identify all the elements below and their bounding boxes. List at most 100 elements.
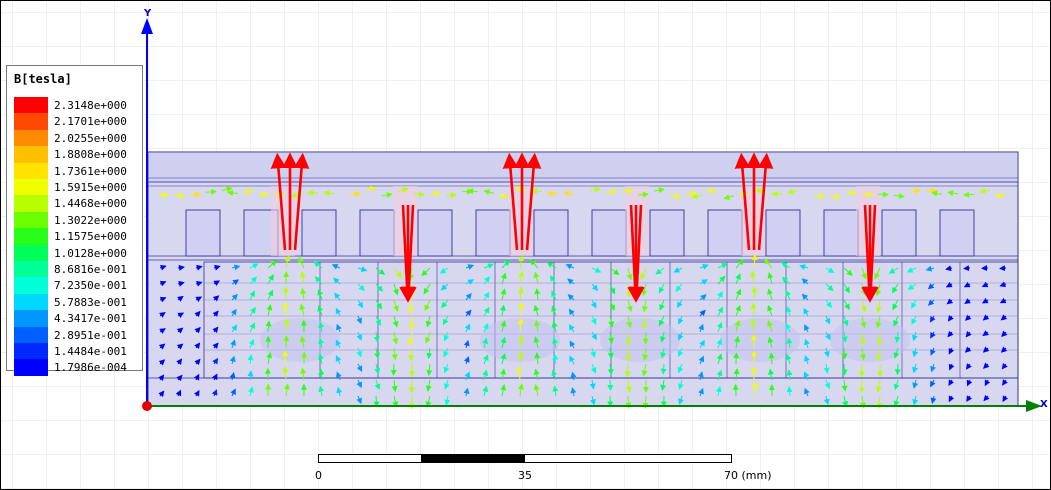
flux-vector: [482, 385, 489, 397]
flux-vector: [1001, 330, 1008, 337]
flux-vector: [607, 347, 614, 360]
flux-vector: [786, 306, 792, 317]
flux-vector: [677, 347, 684, 358]
flux-vector: [590, 395, 596, 406]
stator-slot: [475, 209, 511, 257]
flux-vector: [467, 188, 479, 195]
flux-vector: [518, 270, 525, 285]
flux-vector: [375, 267, 386, 275]
flux-vector: [717, 263, 728, 269]
flux-vector: [247, 370, 254, 381]
legend-entry: 1.4484e-001: [14, 343, 140, 360]
legend-entry: 1.7986e-004: [14, 359, 140, 376]
flux-vector: [861, 267, 867, 280]
flux-vector: [283, 318, 290, 333]
flux-vector: [443, 347, 449, 358]
flux-vector: [159, 328, 166, 334]
flux-vector: [194, 310, 201, 318]
flux-vector: [249, 276, 258, 285]
flux-vector: [227, 189, 239, 196]
flux-vector: [517, 335, 524, 349]
flux-vector: [641, 315, 648, 329]
flux-vector: [653, 187, 665, 194]
flux-vector: [393, 283, 399, 296]
flux-vector: [767, 288, 773, 301]
flux-vector: [231, 264, 241, 271]
flux-vector: [568, 324, 575, 333]
flux-vector: [803, 307, 810, 317]
flux-vector: [500, 320, 507, 333]
flux-vector: [764, 258, 773, 269]
flux-vector: [243, 188, 255, 195]
flux-vector: [874, 267, 881, 280]
flux-vector: [637, 191, 649, 198]
flux-vector: [568, 308, 575, 317]
flux-vector: [912, 331, 918, 342]
flux-vector: [966, 395, 973, 402]
flux-vector: [925, 265, 935, 272]
legend-swatch: [14, 326, 48, 343]
legend-value: 1.7986e-004: [54, 361, 127, 375]
flux-vector: [570, 371, 577, 381]
legend-value: 4.3417e-001: [54, 312, 127, 326]
legend-entry: 1.8808e+000: [14, 146, 140, 163]
flux-vector: [751, 381, 758, 397]
flux-vector: [964, 346, 972, 353]
flux-vector: [335, 355, 342, 365]
flux-vector: [1002, 379, 1008, 386]
flux-vector: [176, 343, 184, 350]
flux-vector: [930, 363, 936, 373]
flux-vector: [824, 315, 831, 325]
flux-vector: [266, 304, 273, 317]
legend-swatch: [14, 261, 48, 278]
flux-vector: [300, 367, 307, 381]
legend-entry: 1.3022e+000: [14, 211, 140, 229]
flux-vector: [212, 357, 219, 365]
flux-vector: [299, 335, 306, 349]
flux-vector: [336, 323, 342, 333]
flux-vector: [189, 191, 201, 198]
flux-vector: [425, 379, 432, 392]
flux-vector: [841, 379, 848, 392]
flux-vector: [591, 283, 599, 292]
flux-vector: [500, 288, 507, 301]
flux-vector: [912, 379, 919, 389]
legend-entry: 1.7361e+000: [14, 162, 140, 179]
flux-vector: [717, 306, 723, 317]
flux-vector: [608, 315, 615, 328]
flux-vector: [439, 267, 449, 274]
flux-vector: [313, 261, 323, 269]
legend-swatch: [14, 343, 48, 360]
flux-vector: [229, 371, 236, 381]
flux-vector: [424, 299, 431, 312]
flux-vector: [159, 264, 167, 271]
flux-vector: [751, 254, 758, 269]
scale-bar-label-35: 35: [518, 469, 532, 482]
flux-vector: [716, 369, 723, 381]
flux-vector: [699, 279, 708, 285]
flux-vector: [780, 261, 791, 269]
flux-vector: [176, 327, 184, 334]
flux-vector: [804, 387, 810, 397]
legend-value: 7.2350e-001: [54, 279, 127, 293]
flux-vector: [735, 273, 741, 285]
flux-vector: [691, 193, 703, 200]
flux-vector: [483, 263, 494, 269]
flux-vector: [499, 304, 506, 317]
flux-vector: [875, 347, 882, 362]
flux-vector: [823, 363, 830, 374]
flux-vector: [534, 288, 541, 301]
flux-vector: [314, 276, 323, 285]
flux-vector: [546, 261, 557, 269]
flux-vector: [248, 338, 255, 349]
flux-vector: [715, 385, 722, 397]
legend-value: 1.8808e+000: [54, 148, 127, 162]
legend-swatch: [14, 195, 48, 212]
field-legend[interactable]: B[tesla] 2.3148e+000 2.1701e+000 2.0255e+0…: [6, 65, 143, 376]
flux-vector: [517, 318, 524, 333]
flux-vector: [801, 293, 809, 301]
flux-vector: [804, 338, 810, 349]
flux-vector: [841, 347, 848, 360]
